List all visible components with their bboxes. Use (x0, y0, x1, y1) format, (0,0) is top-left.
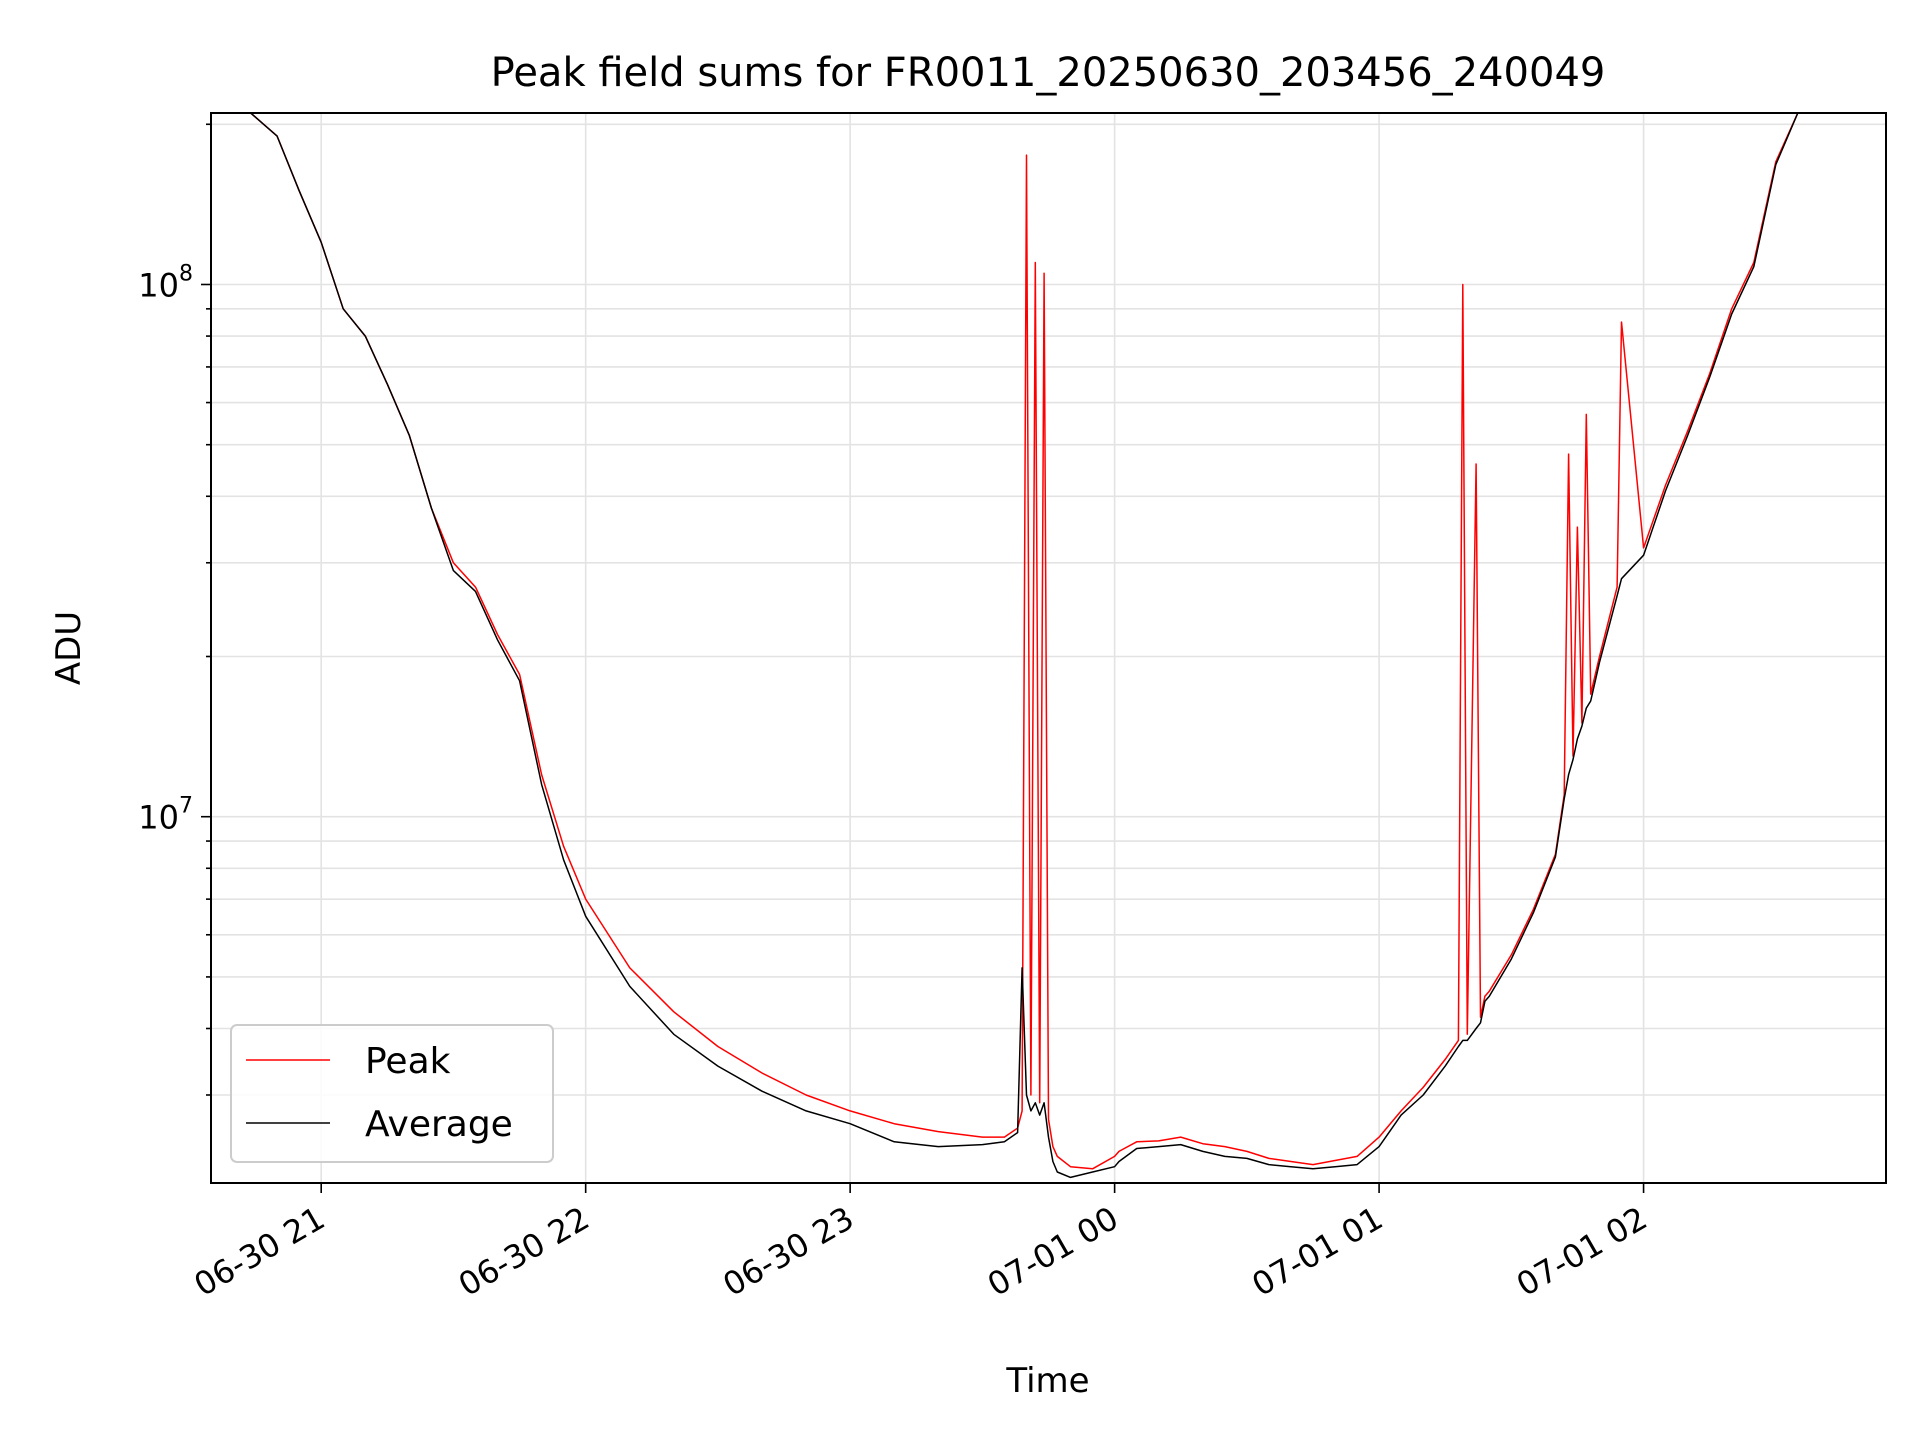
x-axis-label: Time (1005, 1361, 1089, 1401)
series-layer (250, 113, 1799, 1179)
legend-label-average: Average (365, 1104, 513, 1145)
legend: Peak Average (230, 1024, 554, 1163)
plot-frame (210, 112, 1887, 1184)
y-axis-label: ADU (49, 611, 89, 685)
series-line-average (250, 113, 1799, 1179)
grid (211, 113, 1886, 1183)
chart-title: Peak field sums for FR0011_20250630_2034… (491, 50, 1606, 96)
series-line-peak (250, 113, 1799, 1170)
y-tick-label: 108 (138, 261, 193, 304)
y-tick-label: 107 (138, 794, 193, 837)
legend-label-peak: Peak (365, 1041, 451, 1082)
